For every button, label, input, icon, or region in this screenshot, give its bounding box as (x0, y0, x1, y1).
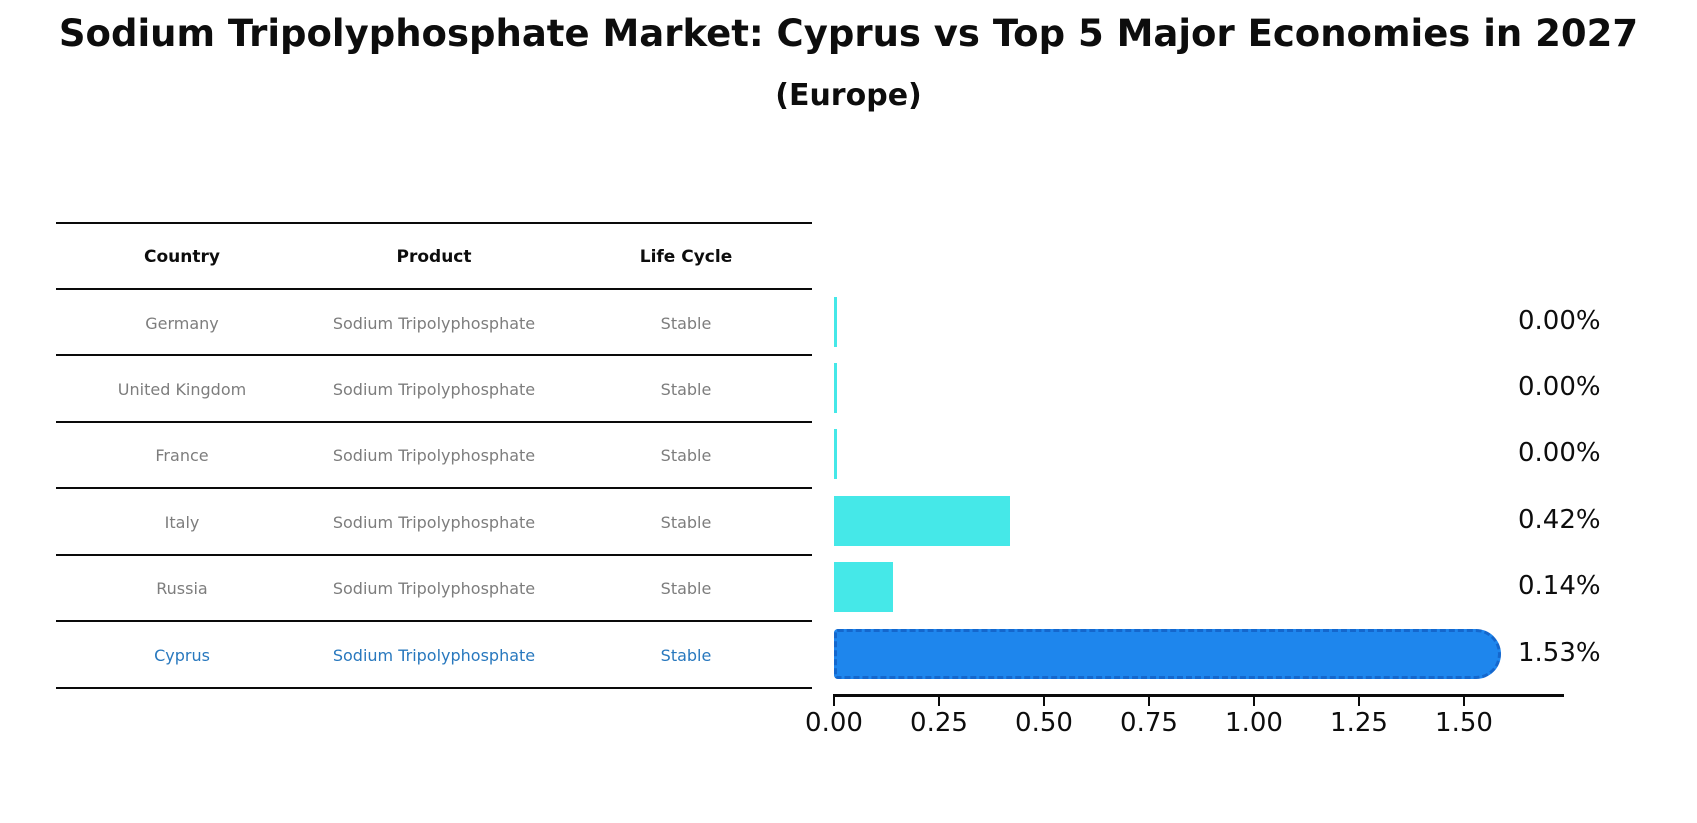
x-axis-tick (833, 697, 835, 706)
x-axis-tick-label: 1.25 (1330, 708, 1388, 738)
bar-russia (834, 562, 893, 613)
table-row-cyprus: Cyprus Sodium Tripolyphosphate Stable (56, 622, 812, 688)
bar-cyprus (834, 628, 1501, 679)
chart-title: Sodium Tripolyphosphate Market: Cyprus v… (58, 12, 1639, 55)
value-label: 0.00% (1518, 371, 1601, 402)
table-rule (56, 287, 812, 290)
product-cell: Sodium Tripolyphosphate (332, 512, 536, 532)
bar-united-kingdom (834, 362, 837, 413)
x-axis-tick-label: 1.50 (1435, 708, 1493, 738)
chart-subtitle: (Europe) (775, 78, 922, 113)
table-header-row: Country Product Life Cycle (56, 224, 812, 290)
x-axis-tick-label: 0.75 (1120, 708, 1178, 738)
x-axis-tick (1253, 697, 1255, 706)
x-axis-tick-label: 1.00 (1225, 708, 1283, 738)
life-cycle-cell: Stable (660, 645, 712, 665)
x-axis-tick-label: 0.00 (805, 708, 863, 738)
column-header-country: Country (144, 246, 220, 267)
value-label: 1.53% (1518, 637, 1601, 668)
country-cell: Cyprus (154, 645, 210, 665)
product-cell: Sodium Tripolyphosphate (332, 380, 536, 400)
x-axis-tick-label: 0.50 (1015, 708, 1073, 738)
table-rule (56, 620, 812, 623)
table-rule (56, 354, 812, 357)
table-rule (56, 553, 812, 556)
table-row-france: France Sodium Tripolyphosphate Stable (56, 423, 812, 489)
table-rule (56, 221, 812, 224)
value-label: 0.00% (1518, 438, 1601, 469)
life-cycle-cell: Stable (660, 512, 712, 532)
x-axis-tick (1148, 697, 1150, 706)
product-cell: Sodium Tripolyphosphate (332, 313, 536, 333)
table-row-germany: Germany Sodium Tripolyphosphate Stable (56, 290, 812, 356)
x-axis-tick (1043, 697, 1045, 706)
x-axis-tick (1463, 697, 1465, 706)
column-header-product: Product (396, 246, 472, 267)
country-cell: Germany (145, 313, 219, 333)
country-cell: Italy (164, 512, 200, 532)
bar-france (834, 429, 837, 480)
life-cycle-cell: Stable (660, 579, 712, 599)
table-row-united-kingdom: United Kingdom Sodium Tripolyphosphate S… (56, 356, 812, 422)
bar-germany (834, 296, 837, 347)
country-cell: United Kingdom (117, 380, 247, 400)
life-cycle-cell: Stable (660, 446, 712, 466)
value-label: 0.42% (1518, 504, 1601, 535)
column-header-life-cycle: Life Cycle (639, 246, 733, 267)
x-axis-tick (938, 697, 940, 706)
product-cell: Sodium Tripolyphosphate (332, 579, 536, 599)
value-label: 0.00% (1518, 305, 1601, 336)
x-axis-tick (1358, 697, 1360, 706)
product-cell: Sodium Tripolyphosphate (332, 645, 536, 665)
table-row-russia: Russia Sodium Tripolyphosphate Stable (56, 556, 812, 622)
life-cycle-cell: Stable (660, 380, 712, 400)
life-cycle-cell: Stable (660, 313, 712, 333)
table-rule (56, 487, 812, 490)
country-cell: France (155, 446, 209, 466)
table-rule (56, 686, 812, 689)
x-axis-tick-label: 0.25 (910, 708, 968, 738)
table-row-italy: Italy Sodium Tripolyphosphate Stable (56, 489, 812, 555)
bar-italy (834, 495, 1011, 546)
x-axis-line (833, 694, 1564, 697)
country-cell: Russia (156, 579, 208, 599)
value-label: 0.14% (1518, 571, 1601, 602)
product-cell: Sodium Tripolyphosphate (332, 446, 536, 466)
table-rule (56, 420, 812, 423)
